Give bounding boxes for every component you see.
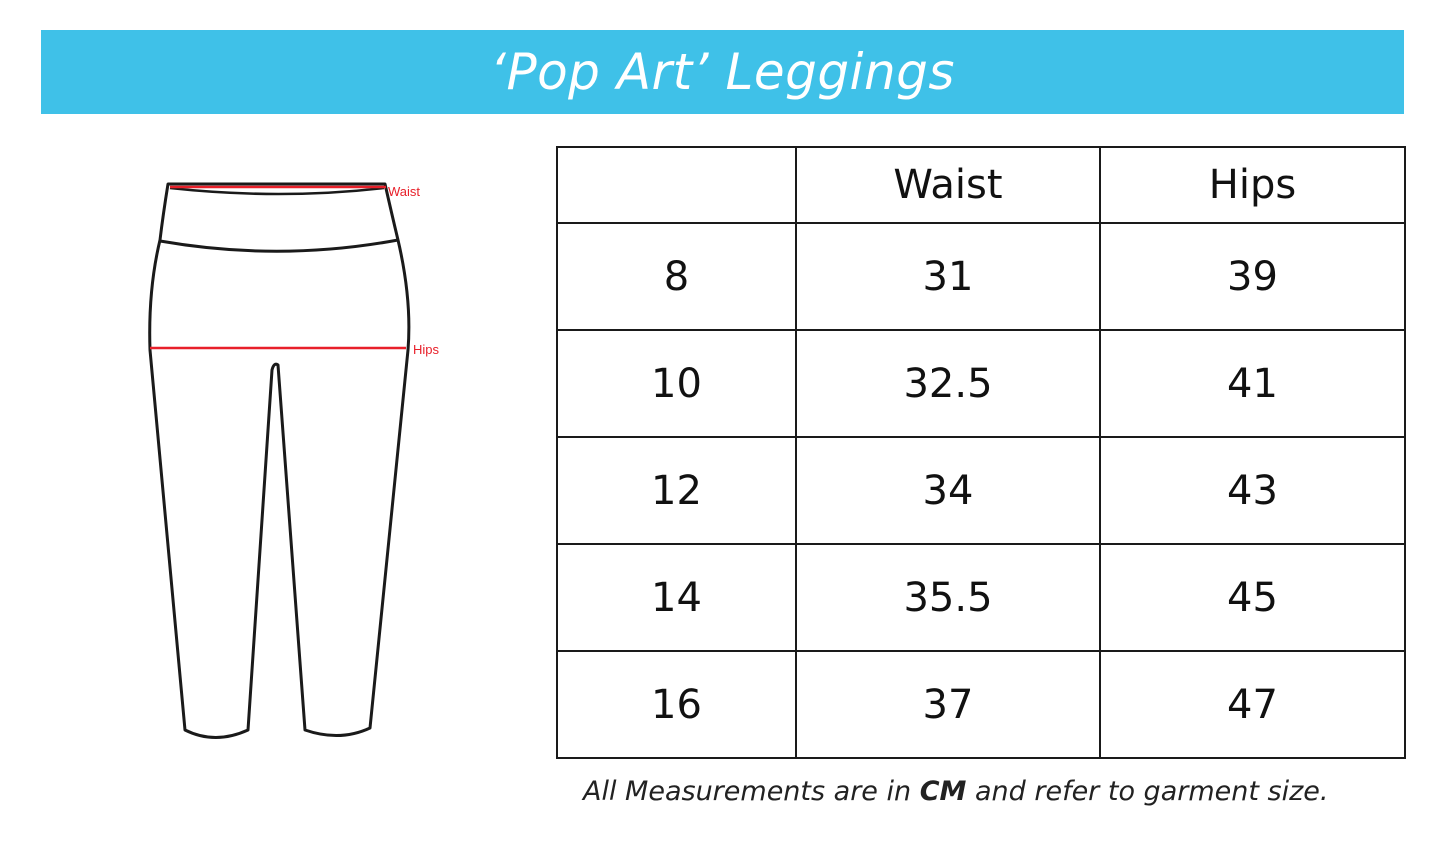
waist-cell: 37 [795, 650, 1101, 759]
table-row: 16 37 47 [556, 650, 1406, 759]
table-row: 10 32.5 41 [556, 329, 1406, 438]
size-cell: 12 [556, 436, 797, 545]
table-row: 12 34 43 [556, 436, 1406, 545]
note-unit: CM [919, 776, 967, 807]
measurement-note: All Measurements are in CM and refer to … [583, 776, 1328, 807]
header-waist: Waist [795, 146, 1101, 224]
header-size [556, 146, 797, 224]
size-cell: 16 [556, 650, 797, 759]
waist-cell: 32.5 [795, 329, 1101, 438]
table-header-row: Waist Hips [556, 146, 1406, 224]
size-cell: 10 [556, 329, 797, 438]
hips-cell: 47 [1099, 650, 1406, 759]
page-title: ‘Pop Art’ Leggings [490, 43, 955, 101]
header-hips: Hips [1099, 146, 1406, 224]
size-cell: 14 [556, 543, 797, 652]
waistband-line [159, 238, 399, 253]
waist-cell: 31 [795, 222, 1101, 331]
note-text: All Measurements are in [583, 776, 920, 807]
waist-cell: 34 [795, 436, 1101, 545]
table-row: 8 31 39 [556, 222, 1406, 331]
hips-cell: 41 [1099, 329, 1406, 438]
waist-cell: 35.5 [795, 543, 1101, 652]
note-text-end: and refer to garment size. [966, 776, 1329, 807]
table-row: 14 35.5 45 [556, 543, 1406, 652]
hips-cell: 45 [1099, 543, 1406, 652]
leggings-outline [148, 182, 411, 739]
waist-seam [169, 186, 385, 196]
title-banner: ‘Pop Art’ Leggings [41, 30, 1404, 114]
size-cell: 8 [556, 222, 797, 331]
leggings-diagram: Waist Hips [148, 182, 440, 739]
hips-cell: 39 [1099, 222, 1406, 331]
size-table: Waist Hips 8 31 39 10 32.5 41 12 34 43 1… [556, 146, 1406, 759]
hips-label: Hips [413, 342, 440, 357]
waist-label: Waist [388, 184, 420, 199]
hips-cell: 43 [1099, 436, 1406, 545]
